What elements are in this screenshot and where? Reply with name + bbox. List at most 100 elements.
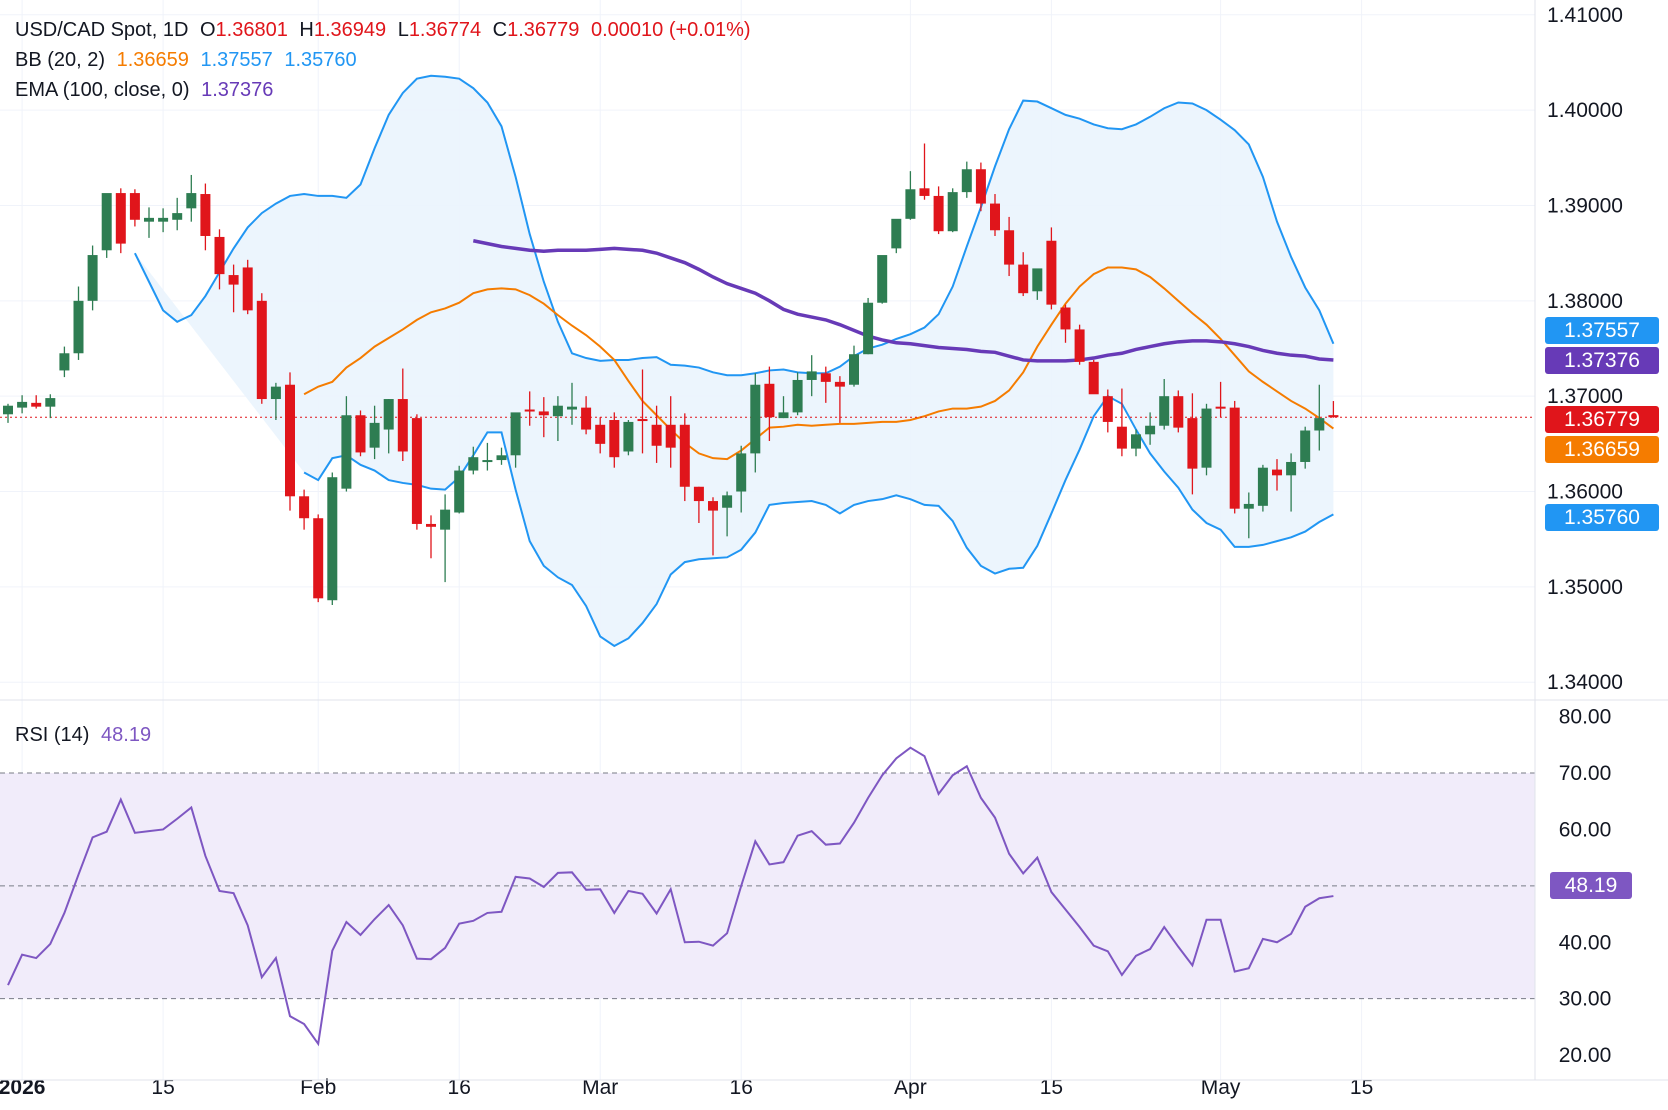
candle-body — [637, 419, 648, 422]
symbol-label[interactable]: USD/CAD Spot, 1D — [15, 19, 189, 41]
candle-body — [792, 379, 803, 413]
candle-body — [905, 189, 916, 219]
candle-body — [454, 470, 465, 513]
candle-body — [1328, 415, 1339, 418]
close-label: C — [492, 19, 508, 41]
candle-body — [1004, 230, 1015, 265]
candle-body — [1201, 408, 1212, 468]
price-tick-label: 1.39000 — [1547, 194, 1623, 217]
date-tick-label: Feb — [300, 1076, 336, 1099]
candle-body — [1272, 469, 1282, 476]
date-tick-label: 2026 — [0, 1076, 45, 1099]
candle-body — [1286, 461, 1297, 476]
legend-price: USD/CAD Spot, 1D O1.36801 H1.36949 L1.36… — [15, 16, 757, 44]
bb-upper-badge: 1.37557 — [1545, 317, 1659, 344]
candle-body — [256, 300, 267, 400]
candle-body — [1116, 426, 1127, 449]
candle-body — [327, 477, 338, 601]
candle-body — [750, 384, 761, 454]
candle-body — [919, 188, 930, 196]
candle-body — [609, 420, 620, 458]
candle-body — [877, 255, 888, 303]
rsi-tick-label: 40.00 — [1559, 931, 1612, 954]
bb-fill-area — [134, 75, 1334, 646]
candle-body — [31, 402, 42, 407]
rsi-tick-label: 30.00 — [1559, 988, 1612, 1011]
legend-bb: BB (20, 2) 1.36659 1.37557 1.35760 — [15, 46, 363, 74]
candle-body — [665, 424, 676, 448]
overlay-lines — [0, 74, 1535, 648]
candle-body — [863, 302, 874, 355]
candle-body — [1173, 396, 1184, 428]
change-value: 0.00010 (+0.01%) — [590, 19, 751, 41]
candle-body — [595, 424, 606, 444]
candle-body — [313, 518, 324, 599]
candle-body — [341, 415, 352, 489]
bb-upper-line — [134, 74, 1335, 377]
candle-body — [214, 236, 225, 275]
close-value: 1.36779 — [507, 19, 580, 41]
candle-body — [1215, 406, 1226, 409]
candle-body — [1131, 434, 1141, 449]
rsi-band-fill — [0, 772, 1535, 1000]
candle-body — [1243, 503, 1254, 509]
candle-body — [73, 300, 84, 354]
rsi-line — [7, 746, 1334, 1047]
bb-upper-value: 1.37557 — [200, 49, 273, 71]
ema-label[interactable]: EMA (100, close, 0) — [15, 79, 190, 101]
bb-label[interactable]: BB (20, 2) — [15, 49, 106, 71]
candle-body — [186, 193, 197, 209]
candle-body — [1046, 240, 1057, 305]
candle-body — [1159, 396, 1170, 426]
low-value: 1.36774 — [408, 19, 482, 41]
bb-basis-line — [303, 266, 1334, 461]
candle-body — [1032, 268, 1043, 292]
rsi-badge: 48.19 — [1550, 872, 1632, 899]
candle-body — [172, 213, 183, 220]
candle-body — [411, 418, 422, 524]
candle-body — [708, 501, 718, 511]
low-label: L — [397, 19, 409, 41]
candle-body — [961, 169, 972, 193]
candle-body — [144, 217, 154, 222]
candle-body — [59, 353, 70, 371]
candle-body — [496, 455, 507, 461]
candle-body — [440, 509, 451, 530]
ema-badge: 1.37376 — [1545, 347, 1659, 374]
rsi-value: 48.19 — [101, 724, 152, 746]
rsi-tick-label: 20.00 — [1559, 1044, 1612, 1067]
rsi-label[interactable]: RSI (14) — [15, 724, 90, 746]
candle-body — [299, 496, 310, 519]
candle-body — [242, 267, 253, 311]
candle-body — [1060, 307, 1071, 330]
price-tick-label: 1.37000 — [1547, 385, 1623, 408]
candle-body — [1074, 329, 1085, 362]
price-tick-label: 1.41000 — [1547, 4, 1623, 27]
candle-body — [285, 384, 295, 497]
price-tick-label: 1.34000 — [1547, 671, 1623, 694]
candle-body — [1314, 418, 1325, 431]
candle-body — [397, 399, 408, 452]
price-tick-label: 1.40000 — [1547, 99, 1623, 122]
rsi-tick-label: 80.00 — [1559, 706, 1612, 729]
candle-body — [1018, 264, 1029, 294]
candle-body — [1102, 396, 1113, 422]
bb-basis-badge: 1.36659 — [1545, 436, 1659, 463]
legend-rsi: RSI (14) 48.19 — [15, 721, 157, 749]
candle-body — [355, 415, 366, 453]
candle-body — [806, 371, 817, 380]
bollinger-band-fill — [134, 75, 1334, 646]
open-label: O — [199, 19, 216, 41]
candle-body — [1187, 418, 1198, 469]
candle-body — [426, 523, 436, 527]
candle-body — [820, 373, 831, 382]
date-tick-label: May — [1201, 1076, 1241, 1099]
candle-body — [87, 255, 98, 301]
high-label: H — [299, 19, 314, 41]
price-tick-label: 1.36000 — [1547, 481, 1623, 504]
candle-body — [1088, 361, 1099, 395]
candle-body — [834, 381, 845, 387]
candle-body — [736, 453, 747, 492]
